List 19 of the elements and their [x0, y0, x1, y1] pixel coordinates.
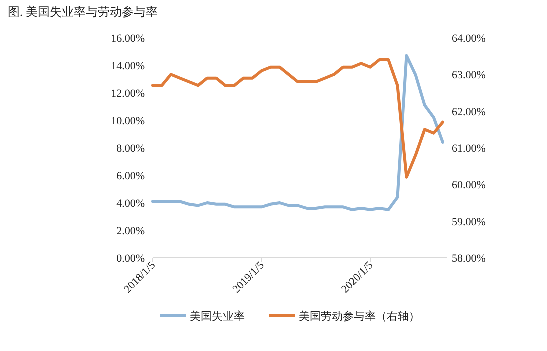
y-tick-label: 4.00% — [116, 198, 145, 210]
y-tick-label: 6.00% — [116, 170, 145, 182]
y-tick-label: 2.00% — [116, 226, 145, 238]
y-tick-label: 16.00% — [111, 33, 145, 45]
title: 图. 美国失业率与劳动参与率 — [8, 5, 158, 19]
y2-tick-label: 63.00% — [452, 70, 486, 82]
y-tick-label: 12.00% — [111, 88, 145, 100]
legend-label: 美国失业率 — [190, 310, 245, 323]
y2-tick-label: 59.00% — [452, 216, 486, 228]
y2-tick-label: 60.00% — [452, 180, 486, 192]
y2-tick-label: 61.00% — [452, 143, 486, 155]
y-tick-label: 10.00% — [111, 116, 145, 128]
y2-tick-label: 64.00% — [452, 33, 486, 45]
y2-tick-label: 58.00% — [452, 253, 486, 265]
y-tick-label: 8.00% — [116, 143, 145, 155]
y-tick-label: 0.00% — [116, 253, 145, 265]
y2-tick-label: 62.00% — [452, 106, 486, 118]
y-tick-label: 14.00% — [111, 60, 145, 72]
legend-label: 美国劳动参与率（右轴） — [299, 310, 420, 323]
